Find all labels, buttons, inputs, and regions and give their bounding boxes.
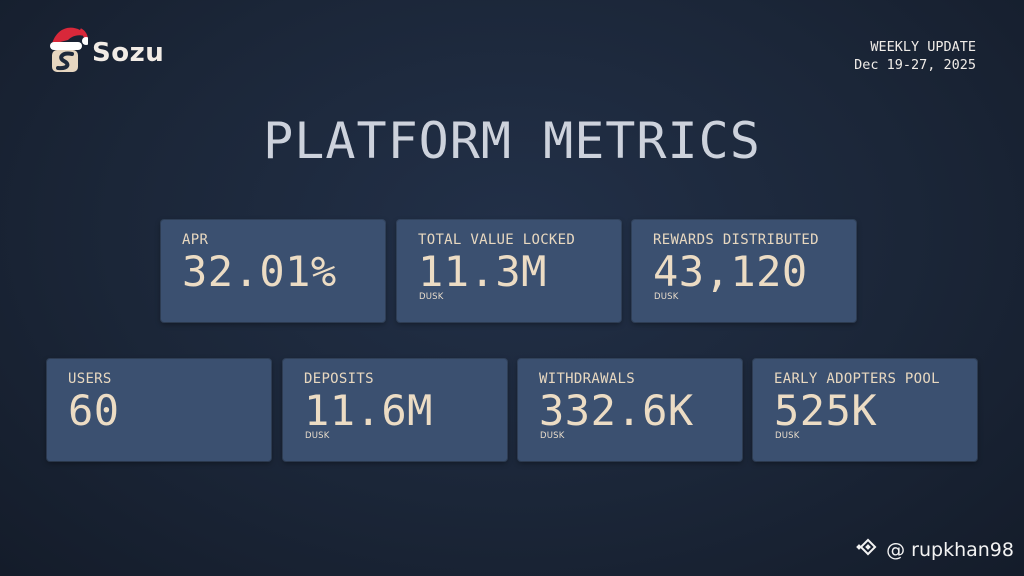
metric-unit: DUSK [775, 431, 800, 441]
metric-label: TOTAL VALUE LOCKED [418, 232, 576, 248]
metric-unit: DUSK [540, 431, 565, 441]
metric-card-rewards: REWARDS DISTRIBUTED 43,120 DUSK [632, 220, 856, 322]
metric-card-apr: APR 32.01% [161, 220, 385, 322]
metric-value: 11.6M [304, 386, 433, 435]
metric-unit: DUSK [654, 292, 679, 302]
metric-value: 43,120 [653, 247, 808, 296]
metric-card-tvl: TOTAL VALUE LOCKED 11.3M DUSK [397, 220, 621, 322]
metric-label: USERS [68, 371, 112, 387]
report-dates: Dec 19-27, 2025 [854, 57, 976, 73]
metric-label: EARLY ADOPTERS POOL [774, 371, 940, 387]
metric-label: WITHDRAWALS [539, 371, 636, 387]
santa-hat-s-logo-icon [48, 22, 90, 74]
binance-square-icon [856, 535, 880, 564]
metric-value: 60 [68, 386, 120, 435]
report-heading: WEEKLY UPDATE [870, 39, 976, 55]
metric-value: 11.3M [418, 247, 547, 296]
metric-value: 32.01% [182, 247, 337, 296]
metric-unit: DUSK [305, 431, 330, 441]
author-credit[interactable]: @ rupkhan98 [856, 535, 1014, 564]
page-title: PLATFORM METRICS [263, 112, 761, 170]
metric-label: REWARDS DISTRIBUTED [653, 232, 819, 248]
metric-card-users: USERS 60 [47, 359, 271, 461]
metric-value: 525K [774, 386, 878, 435]
brand-logo: Sozu [48, 22, 164, 74]
author-handle: @ rupkhan98 [886, 538, 1014, 561]
metric-card-deposits: DEPOSITS 11.6M DUSK [283, 359, 507, 461]
metric-card-early-adopters: EARLY ADOPTERS POOL 525K DUSK [753, 359, 977, 461]
metric-unit: DUSK [419, 292, 444, 302]
metric-card-withdrawals: WITHDRAWALS 332.6K DUSK [518, 359, 742, 461]
metric-label: DEPOSITS [304, 371, 374, 387]
metric-value: 332.6K [539, 386, 694, 435]
report-period: WEEKLY UPDATE Dec 19-27, 2025 [854, 38, 976, 74]
brand-name: Sozu [92, 38, 165, 68]
metric-label: APR [182, 232, 209, 248]
